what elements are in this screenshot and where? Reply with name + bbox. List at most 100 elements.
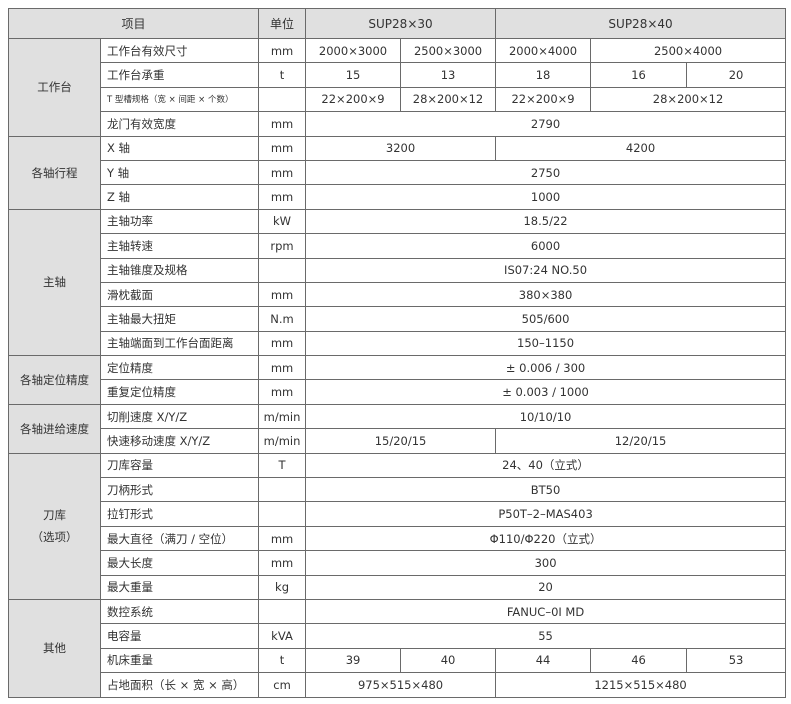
value-cell: 28×200×12 [400,86,497,113]
row-unit [258,501,307,527]
group-label: 工作台 [8,38,101,137]
group-label-line: 各轴行程 [31,165,78,180]
value-cell: IS07:24 NO.50 [305,257,787,283]
value-cell: 20 [686,62,787,88]
value-cell: 2790 [305,111,787,137]
table-row: 占地面积（长 × 宽 × 高） cm 975×515×480 1215×515×480 [9,672,787,698]
row-label: 数控系统 [99,598,260,625]
table-row: 主轴最大扭矩 N.m 505/600 [9,306,787,332]
group-label: 各轴行程 [8,135,101,210]
value-cell: P50T–2–MAS403 [305,501,787,527]
table-row: 刀库 （选项） 刀库容量 T 24、40（立式） [8,452,787,600]
group-label-line: 各轴定位精度 [20,372,89,387]
group-label-line: 主轴 [43,275,66,290]
value-cell: 40 [400,647,497,674]
row-label: 机床重量 [99,647,260,674]
table-row: 最大长度 mm 300 [9,550,787,576]
table-row: 工作台 工作台有效尺寸 mm 2000×3000 2500×3000 2000×4000 2… [8,37,787,137]
row-label: 重复定位精度 [99,379,260,405]
value-cell: 55 [305,623,787,649]
value-cell: 2750 [305,159,787,186]
row-label: 快速移动速度 X/Y/Z [99,428,260,454]
value-cell: 16 [590,62,688,88]
table-row: 主轴锥度及规格 IS07:24 NO.50 [9,257,787,283]
value-cell: Φ110/Φ220（立式） [305,525,787,552]
row-unit: mm [258,135,307,161]
value-cell: 15 [305,62,402,88]
value-cell: 20 [305,574,787,600]
value-cell: 18.5/22 [305,208,787,235]
value-cell: 2000×3000 [305,37,402,64]
row-unit [258,86,307,113]
value-cell: 10/10/10 [305,403,787,430]
group-label: 各轴进给速度 [8,403,101,454]
value-cell: 22×200×9 [305,86,402,113]
group-label: 各轴定位精度 [8,355,101,405]
value-cell: 46 [590,647,688,674]
row-label: 主轴最大扭矩 [99,306,260,332]
header-model-sup28x30: SUP28×30 [305,8,497,39]
row-label: 最大重量 [99,574,260,600]
value-cell: 13 [400,62,497,88]
row-unit: rpm [258,233,307,259]
row-unit: mm [258,37,307,64]
value-cell: ± 0.003 / 1000 [305,379,787,405]
value-cell: 150–1150 [305,330,787,357]
row-unit [258,477,307,503]
table-row: 滑枕截面 mm 380×380 [9,281,787,308]
value-cell: 4200 [495,135,787,161]
row-unit [258,257,307,283]
table-row: Z 轴 mm 1000 [9,184,787,210]
group-label-line: 刀库 [43,508,66,523]
row-label: 主轴锥度及规格 [99,257,260,283]
row-unit: mm [258,550,307,576]
row-label: 工作台承重 [99,62,260,88]
table-row: 刀柄形式 BT50 [9,477,787,503]
value-cell: 300 [305,550,787,576]
row-label: 刀柄形式 [99,477,260,503]
row-unit: kW [258,208,307,235]
value-cell: 22×200×9 [495,86,592,113]
row-unit: kVA [258,623,307,649]
row-label: 切削速度 X/Y/Z [99,403,260,430]
row-unit: t [258,62,307,88]
row-label: 拉钉形式 [99,501,260,527]
row-unit: mm [258,355,307,381]
value-cell: 505/600 [305,306,787,332]
row-unit: mm [258,111,307,137]
row-unit: mm [258,184,307,210]
table-row: 各轴行程 X 轴 mm 3200 4200 [8,135,787,210]
spec-table-body: 工作台 工作台有效尺寸 mm 2000×3000 2500×3000 2000×4000 2… [8,37,787,698]
table-row: 主轴 主轴功率 kW 18.5/22 [8,208,787,357]
value-cell: 39 [305,647,402,674]
value-cell: 3200 [305,135,497,161]
group-label-line: 其他 [43,641,66,656]
group-label-line: （选项） [31,530,78,545]
row-label: 主轴转速 [99,233,260,259]
header-model-sup28x40: SUP28×40 [495,8,787,39]
row-label: 主轴功率 [99,208,260,235]
header-row: 项目 单位 SUP28×30 SUP28×40 [7,8,787,39]
row-label: 最大直径（满刀 / 空位） [99,525,260,552]
table-row: 拉钉形式 P50T–2–MAS403 [9,501,787,527]
row-label: Y 轴 [99,159,260,186]
row-unit [258,598,307,625]
value-cell: 6000 [305,233,787,259]
row-label: 最大长度 [99,550,260,576]
value-cell: 12/20/15 [495,428,787,454]
table-row: 各轴定位精度 定位精度 mm ± 0.006 / 300 [8,355,787,405]
row-unit: mm [258,281,307,308]
group-label: 刀库 （选项） [8,452,101,600]
row-unit: mm [258,379,307,405]
row-unit: cm [258,672,307,698]
group-label-line: 各轴进给速度 [20,421,89,436]
value-cell: 28×200×12 [590,86,787,113]
row-label: 电容量 [99,623,260,649]
row-label: 龙门有效宽度 [99,111,260,137]
row-label: 主轴端面到工作台面距离 [99,330,260,357]
value-cell: FANUC–0I MD [305,598,787,625]
table-row: T 型槽规格（宽 × 间距 × 个数） 22×200×9 28×200×12 22×2… [9,86,787,113]
table-row: Y 轴 mm 2750 [9,159,787,186]
table-row: 最大重量 kg 20 [9,574,787,600]
value-cell: 2500×3000 [400,37,497,64]
